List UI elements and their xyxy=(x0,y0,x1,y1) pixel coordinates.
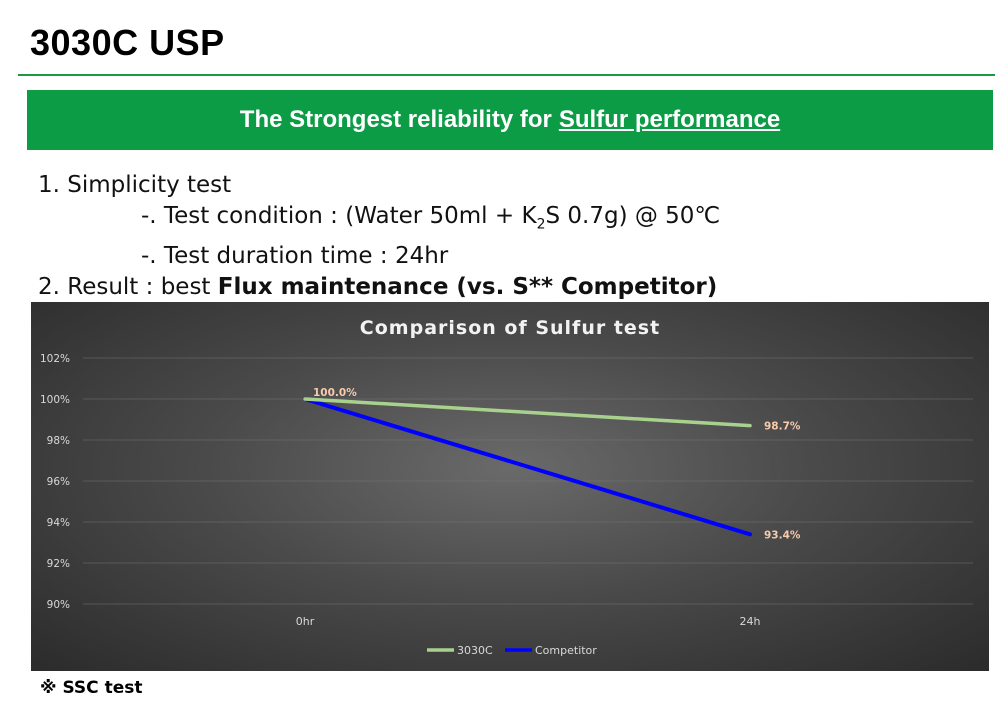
series-line-3030c xyxy=(303,397,752,428)
y-tick-label: 94% xyxy=(47,517,70,529)
test-condition-line: -. Test condition : (Water 50ml + K2S 0.… xyxy=(38,201,720,241)
chart-title: Comparison of Sulfur test xyxy=(360,317,660,339)
title-divider xyxy=(18,74,995,76)
data-labels: 100.0% 98.7% 93.4% xyxy=(313,387,801,541)
x-tick-label: 24h xyxy=(740,615,761,628)
series-line-competitor xyxy=(303,397,752,537)
result-line: 2. Result : best Flux maintenance (vs. S… xyxy=(38,272,720,303)
legend-label: 3030C xyxy=(457,644,493,657)
test-description: 1. Simplicity test -. Test condition : (… xyxy=(38,170,720,303)
headline-banner: The Strongest reliability for Sulfur per… xyxy=(27,90,993,150)
chart-canvas: Comparison of Sulfur test 102% 100% 98% 96%… xyxy=(40,317,973,657)
y-tick-label: 96% xyxy=(47,476,70,488)
y-tick-label: 100% xyxy=(40,394,70,406)
data-label: 100.0% xyxy=(313,387,357,399)
data-label: 98.7% xyxy=(764,421,801,433)
test-duration-line: -. Test duration time : 24hr xyxy=(141,242,449,269)
banner-emphasis: Sulfur performance xyxy=(558,106,781,133)
result-emphasis: Flux maintenance (vs. S** Competitor) xyxy=(217,273,718,300)
y-tick-label: 90% xyxy=(47,599,70,611)
x-axis-ticks: 0hr 24h xyxy=(296,615,761,628)
test-condition-subscript: 2 xyxy=(536,216,546,233)
chart-gridlines xyxy=(83,357,973,605)
chart-series xyxy=(303,397,752,537)
y-axis-ticks: 102% 100% 98% 96% 94% 92% 90% xyxy=(40,353,70,611)
test-condition-suffix: S 0.7g) @ 50℃ xyxy=(545,203,721,229)
sulfur-test-chart: Comparison of Sulfur test 102% 100% 98% 96%… xyxy=(31,302,989,671)
test-condition-prefix: -. Test condition : (Water 50ml + K xyxy=(141,203,537,229)
data-label: 93.4% xyxy=(764,529,801,541)
y-tick-label: 102% xyxy=(40,353,70,365)
chart-legend: 3030C Competitor xyxy=(427,644,597,657)
x-tick-label: 0hr xyxy=(296,615,315,628)
y-tick-label: 92% xyxy=(47,558,70,570)
page-title: 3030C USP xyxy=(30,22,225,63)
y-tick-label: 98% xyxy=(47,435,70,447)
banner-text: The Strongest reliability for xyxy=(239,106,552,133)
footnote: ※ SSC test xyxy=(40,678,143,698)
legend-label: Competitor xyxy=(535,644,597,657)
result-prefix: 2. Result : best xyxy=(38,273,218,300)
item-simplicity-test: 1. Simplicity test xyxy=(38,172,232,198)
